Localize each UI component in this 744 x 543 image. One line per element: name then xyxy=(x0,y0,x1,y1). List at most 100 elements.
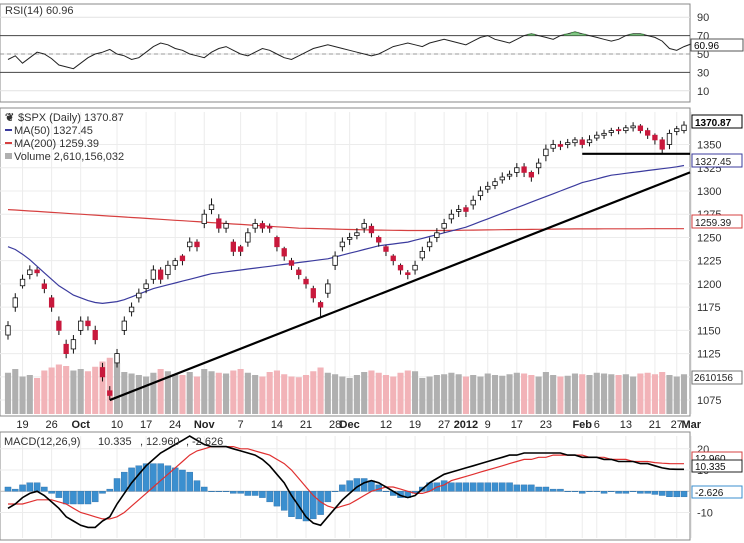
macd-hist-bar xyxy=(520,484,528,492)
macd-hist-bar xyxy=(571,491,579,492)
volume-bar xyxy=(266,372,273,414)
x-tick-label: 24 xyxy=(169,419,181,431)
macd-tag-box xyxy=(691,485,743,499)
candle-body xyxy=(601,132,607,136)
macd-hist-bar xyxy=(477,482,484,492)
macd-line xyxy=(7,435,684,529)
candle-body xyxy=(608,130,614,133)
candle-body xyxy=(259,223,266,229)
macd-hist-bar xyxy=(528,484,535,492)
candle-body xyxy=(506,173,513,177)
volume-bar xyxy=(441,374,448,414)
volume-bar xyxy=(92,366,99,414)
x-tick-label: 13 xyxy=(620,419,632,431)
macd-hist-bar xyxy=(629,491,637,492)
volume-bar xyxy=(535,376,542,414)
volume-bar xyxy=(506,374,513,414)
volume-bar xyxy=(252,375,259,414)
candle-body xyxy=(630,125,636,129)
price-tick-label: 1225 xyxy=(697,256,721,268)
volume-bar xyxy=(244,372,251,414)
candle-body xyxy=(172,260,178,266)
macd-hist-bar xyxy=(179,469,186,492)
candle-body xyxy=(136,292,142,299)
price-title: $SPX (Daily) 1370.87 xyxy=(18,112,124,124)
macd-hist-bar xyxy=(484,482,491,492)
candle-body xyxy=(165,264,171,276)
volume-bar xyxy=(70,370,77,414)
macd-tag: -2.626 xyxy=(695,488,724,499)
x-tick-label: 10 xyxy=(111,419,123,431)
volume-bar xyxy=(499,375,506,414)
rsi-overbought-fill xyxy=(629,33,637,36)
candle-body xyxy=(317,302,324,308)
price-tick-label: 1200 xyxy=(697,279,721,291)
trendlines xyxy=(109,152,691,402)
candle-body xyxy=(267,225,273,229)
volume-bar xyxy=(106,357,113,414)
candle-body xyxy=(652,134,658,141)
volume-bar xyxy=(324,372,331,414)
volume-bar xyxy=(542,372,549,414)
macd-hist-bar xyxy=(259,491,266,498)
x-tick-label: 21 xyxy=(300,419,312,431)
macd-hist-bar xyxy=(135,465,143,492)
volume-bar xyxy=(622,374,629,414)
volume-bar xyxy=(208,371,215,414)
rsi-tick-label: 50 xyxy=(697,49,709,61)
volume-bar xyxy=(193,376,201,414)
volume-bar xyxy=(259,376,266,414)
candle-body xyxy=(325,283,331,294)
candle-body xyxy=(594,134,600,139)
x-tick-label: 19 xyxy=(16,419,28,431)
volume-bar xyxy=(644,372,651,414)
x-tick-label: 14 xyxy=(271,419,283,431)
macd-hist-bar xyxy=(251,491,259,496)
macd-hist-bar xyxy=(157,463,164,492)
macd-hist-bar xyxy=(77,491,84,505)
candle-body xyxy=(157,269,164,280)
volume-bar xyxy=(390,376,397,414)
volume-bar xyxy=(128,373,135,414)
candle-body xyxy=(114,353,120,364)
macd-hist-bar xyxy=(215,491,223,492)
macd-hist-bar xyxy=(586,491,593,492)
macd-hist-bar xyxy=(164,465,172,492)
macd-hist-bar xyxy=(26,482,34,492)
volume-bar xyxy=(310,371,317,414)
candle-body xyxy=(252,223,258,229)
candle-body xyxy=(376,237,382,243)
candle-body xyxy=(107,390,113,396)
volume-bar xyxy=(143,376,150,414)
volume-bar xyxy=(288,376,295,414)
volume-bar xyxy=(164,371,171,414)
macd-tag: 10.335 xyxy=(695,462,726,473)
rsi-frame xyxy=(0,3,691,103)
macd-tick-label: -10 xyxy=(697,508,713,520)
candle-body xyxy=(470,199,476,206)
candle-body xyxy=(201,213,207,224)
macd-hist-bar xyxy=(469,482,477,492)
volume-tag: 2610156 xyxy=(694,373,733,384)
macd-hist-bar xyxy=(230,491,237,494)
x-tick-label: 6 xyxy=(594,419,600,431)
macd-hist-bar xyxy=(201,486,208,492)
macd-hist-bar xyxy=(113,478,121,492)
x-tick-label: Mar xyxy=(681,419,701,431)
price-tags: 1370.87 1327.45 1259.39 2610156 xyxy=(691,114,743,385)
x-tick-label: Feb xyxy=(572,419,592,431)
volume-tag-box xyxy=(691,370,743,385)
candle-body xyxy=(296,269,302,276)
macd-hist-bar xyxy=(222,491,230,492)
macd-title: MACD(12,26,9) xyxy=(4,436,80,448)
macd-hist-bar xyxy=(310,491,317,520)
macd-hist-bar xyxy=(142,463,150,492)
macd-hist-bar xyxy=(368,480,375,492)
candle-body xyxy=(245,232,251,243)
ma50-tag-box xyxy=(691,153,743,168)
rsi-overbought-fill xyxy=(527,33,535,36)
volume-bar xyxy=(666,375,673,414)
volume-bar xyxy=(99,361,106,414)
volume-bar xyxy=(550,375,557,414)
